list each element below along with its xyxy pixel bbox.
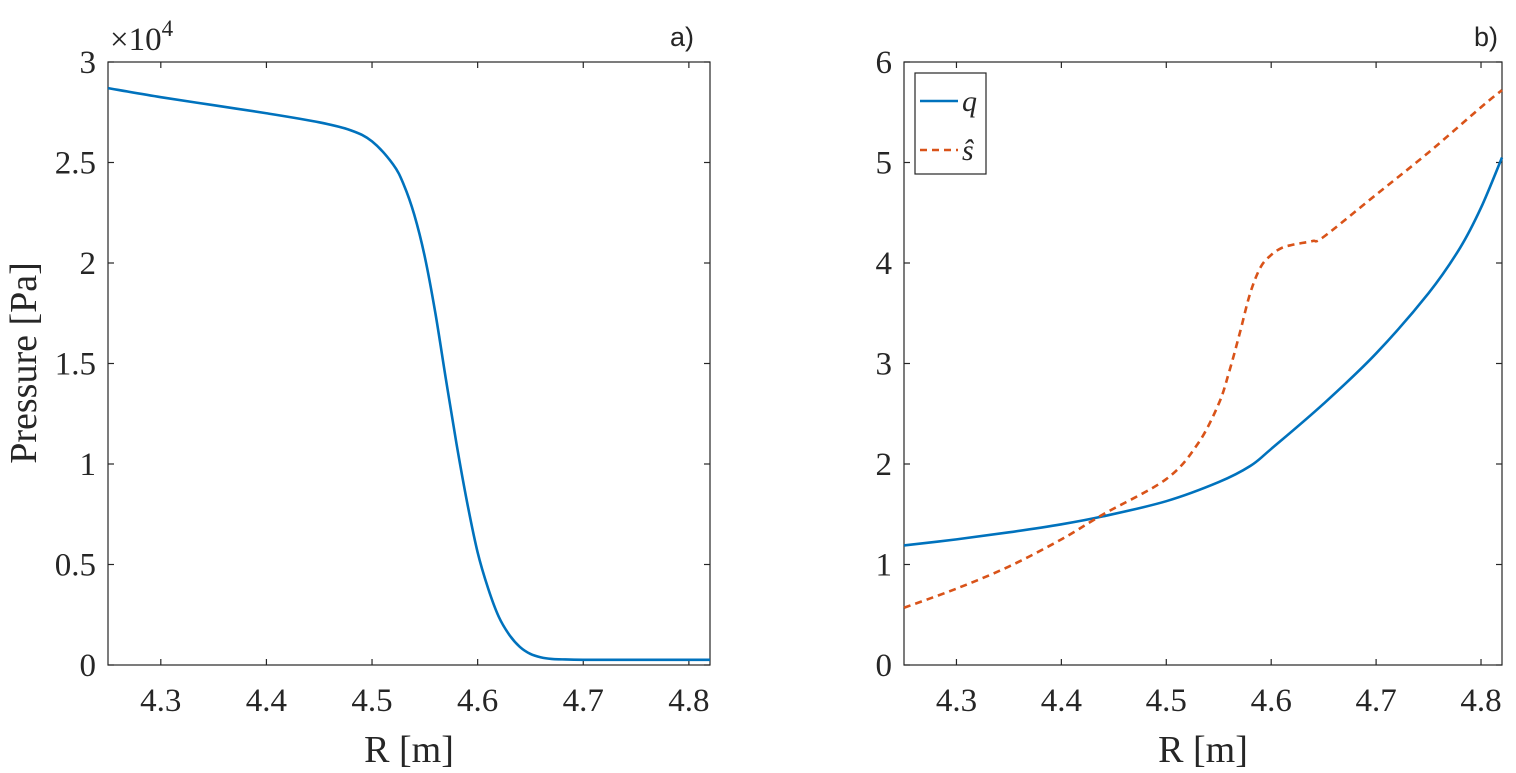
panel-b-label: b): [1474, 22, 1498, 52]
panel-a-y-axis-label: Pressure [Pa]: [3, 262, 45, 464]
y-tick-label: 3: [80, 45, 97, 81]
panel-b-series: [903, 89, 1504, 609]
legend-shat-label: ŝ: [962, 134, 974, 167]
panel-a-y-exponent: ×104: [110, 16, 174, 58]
series-line-q: [903, 156, 1504, 547]
y-tick-label: 0: [80, 648, 97, 684]
x-tick-label: 4.6: [1251, 683, 1292, 719]
panel-a-label: a): [670, 22, 694, 52]
x-tick-label: 4.6: [457, 683, 498, 719]
legend-q-label: q: [962, 85, 977, 118]
x-tick-label: 4.3: [936, 683, 977, 719]
y-tick-label: 3: [876, 347, 893, 383]
series-line-pressure: [107, 86, 710, 662]
series-line-shat: [903, 89, 1503, 609]
panel-a-x-tick-labels: 4.3 4.4 4.5 4.6 4.7 4.8: [140, 683, 709, 719]
y-tick-label: 1: [80, 447, 97, 483]
panel-b-legend: q ŝ: [914, 72, 987, 175]
y-tick-label: 5: [876, 146, 893, 182]
panel-b-x-tick-labels: 4.3 4.4 4.5 4.6 4.7 4.8: [936, 683, 1502, 719]
panel-a-y-exponent-power: 4: [162, 16, 174, 41]
y-tick-label: 6: [876, 45, 893, 81]
x-tick-label: 4.7: [563, 683, 604, 719]
x-tick-label: 4.5: [1146, 683, 1187, 719]
x-tick-label: 4.4: [1041, 683, 1082, 719]
x-tick-label: 4.3: [140, 683, 181, 719]
x-tick-label: 4.7: [1355, 683, 1396, 719]
x-tick-label: 4.4: [246, 683, 287, 719]
panel-a-y-tick-labels: 0 0.5 1 1.5 2 2.5 3: [55, 45, 96, 684]
panel-a-y-exponent-base: ×10: [110, 22, 162, 58]
y-tick-label: 1.5: [55, 347, 96, 383]
y-tick-label: 0.5: [55, 548, 96, 584]
panel-b-x-axis-label: R [m]: [1158, 729, 1248, 771]
y-tick-label: 0: [876, 648, 893, 684]
y-tick-label: 1: [876, 548, 893, 584]
x-tick-label: 4.8: [668, 683, 709, 719]
panel-b-axes-box: [903, 61, 1503, 666]
x-tick-label: 4.5: [351, 683, 392, 719]
panel-a-series: [107, 86, 710, 662]
panel-b-y-tick-labels: 0 1 2 3 4 5 6: [876, 45, 893, 684]
x-tick-label: 4.8: [1460, 683, 1501, 719]
panel-b-q-shear: 4.3 4.4 4.5 4.6 4.7 4.8 0 1 2 3 4 5 6 b) R [m] q ŝ: [876, 22, 1504, 771]
y-tick-label: 2: [876, 447, 893, 483]
panel-a-x-axis-label: R [m]: [364, 729, 454, 771]
panel-a-tick-marks: [108, 61, 710, 666]
y-tick-label: 2.5: [55, 146, 96, 182]
panel-b-tick-marks: [904, 61, 1502, 666]
panel-a-pressure: 4.3 4.4 4.5 4.6 4.7 4.8 0 0.5 1 1.5 2 2.5 3 a) R [m…: [3, 16, 711, 771]
legend-box: [914, 72, 987, 175]
panel-a-axes-box: [107, 61, 711, 666]
y-tick-label: 2: [80, 246, 97, 282]
y-tick-label: 4: [876, 246, 893, 282]
